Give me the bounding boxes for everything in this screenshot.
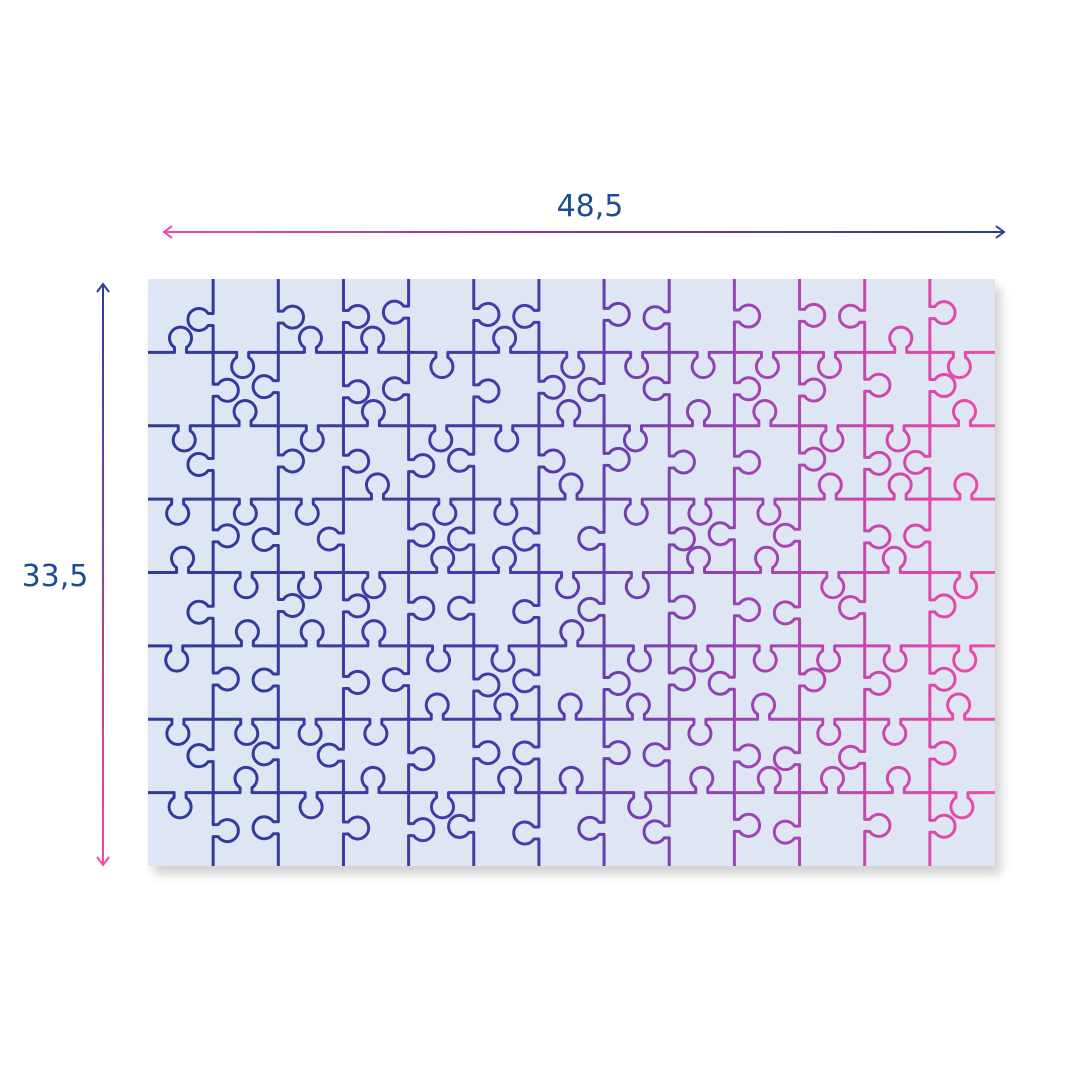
- piece-edge: [316, 279, 371, 866]
- piece-edge: [148, 545, 995, 600]
- piece-edge: [772, 279, 827, 866]
- height-arrow: [96, 282, 110, 867]
- piece-edge: [903, 279, 957, 866]
- piece-edge: [642, 279, 696, 866]
- width-label: 48,5: [557, 189, 624, 224]
- piece-edge: [838, 279, 892, 866]
- height-label: 33,5: [22, 559, 89, 594]
- piece-edge: [447, 279, 501, 866]
- piece-edge: [148, 765, 995, 820]
- piece-edge: [148, 472, 995, 526]
- piece-edge: [148, 325, 995, 380]
- piece-edge: [512, 279, 566, 866]
- piece-edge: [148, 619, 995, 673]
- piece-edge: [577, 279, 631, 866]
- piece-edge: [381, 279, 436, 866]
- piece-edge: [148, 692, 995, 746]
- piece-edge: [148, 399, 995, 453]
- piece-edge: [707, 279, 762, 866]
- puzzle-pieces: [148, 279, 995, 866]
- width-arrow: [162, 225, 1006, 239]
- piece-edge: [251, 279, 305, 866]
- piece-edge: [186, 279, 240, 866]
